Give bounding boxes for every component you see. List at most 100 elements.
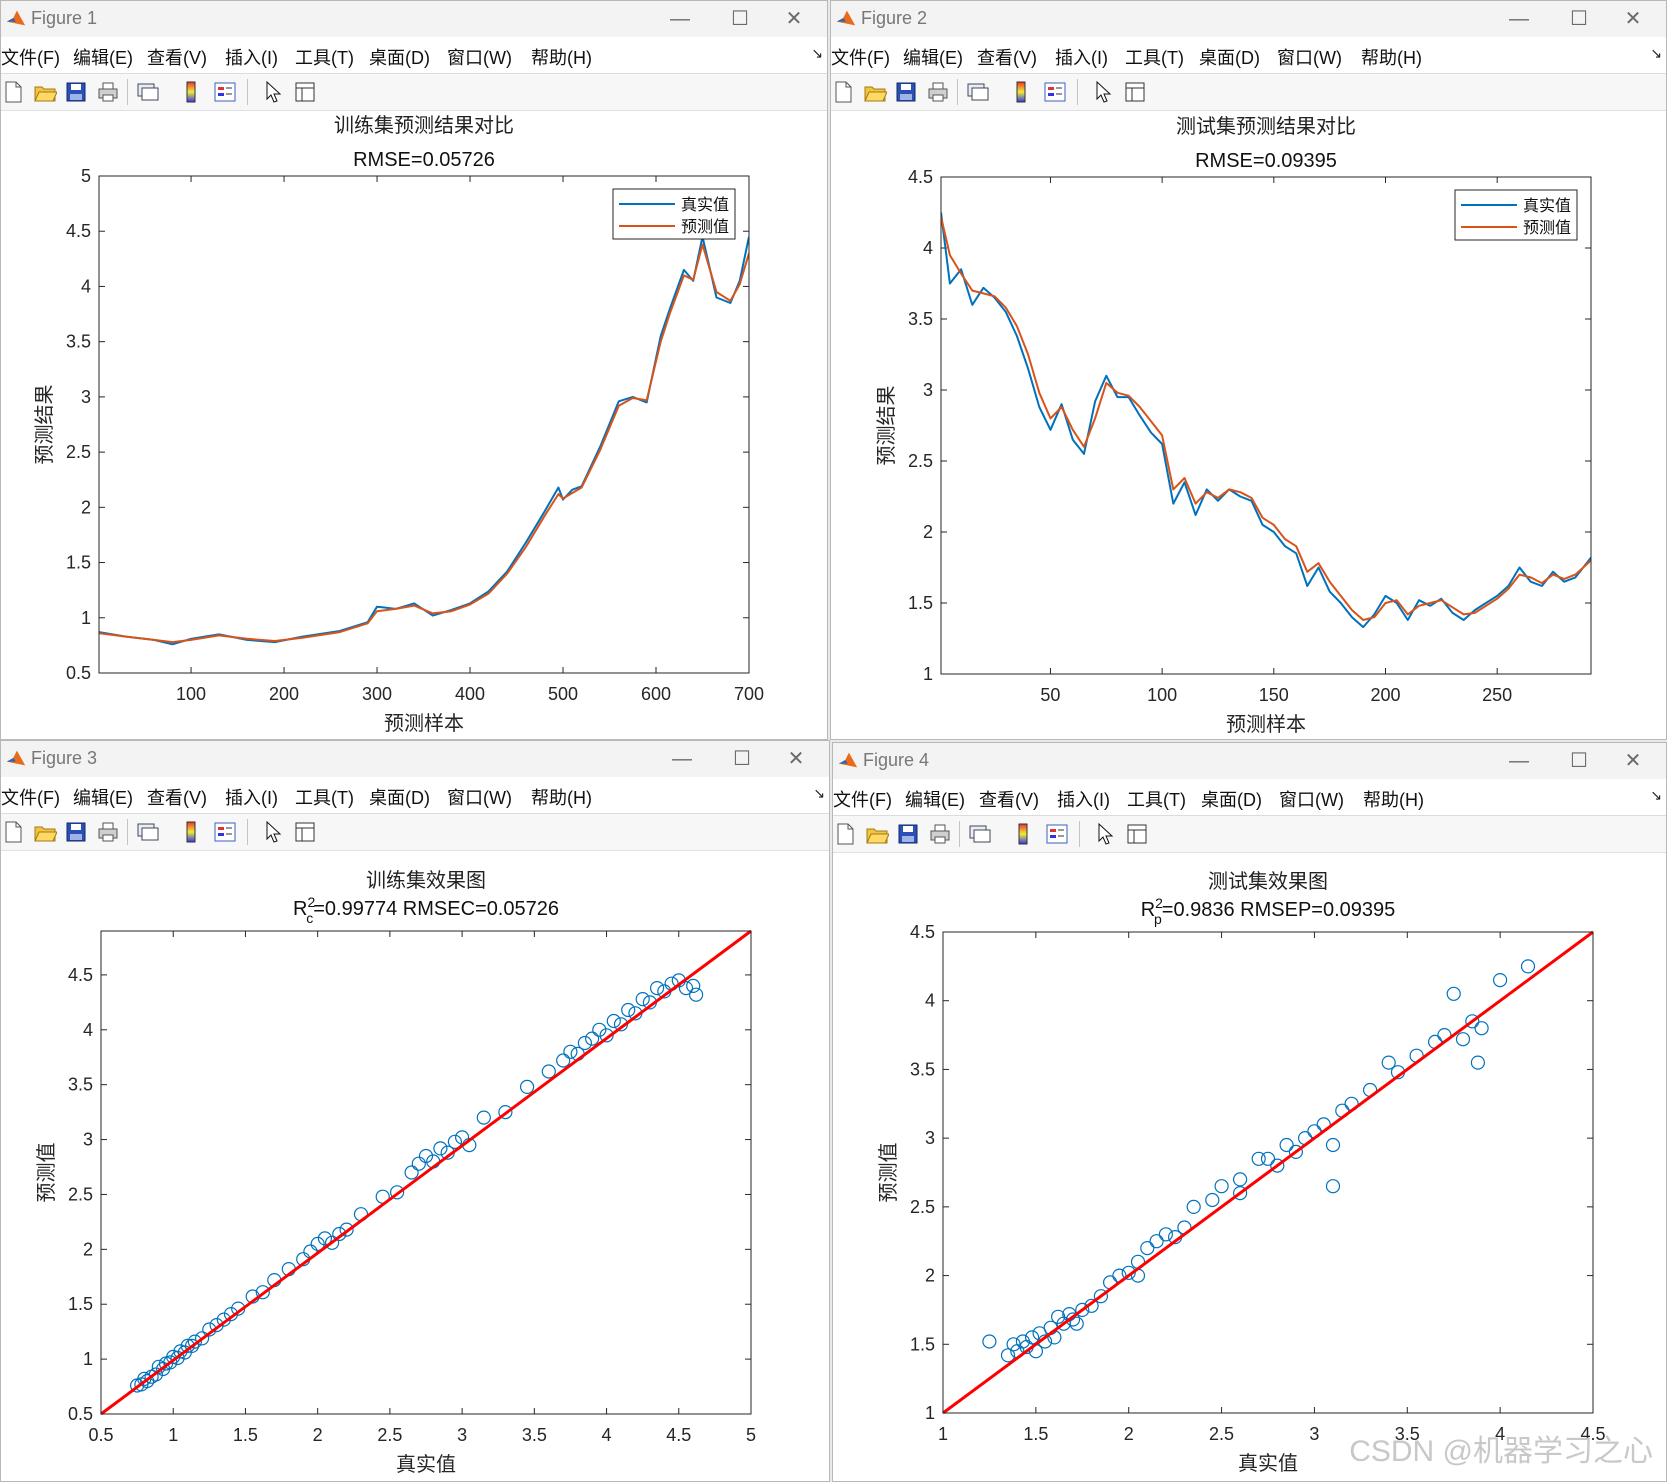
new-figure-icon[interactable] — [1, 820, 25, 844]
menu-item[interactable]: 文件(F) — [1, 788, 60, 808]
menu-item[interactable]: 工具(T) — [1127, 790, 1186, 810]
maximize-button[interactable]: ☐ — [733, 748, 751, 770]
pointer-icon[interactable] — [261, 80, 285, 104]
new-figure-icon[interactable] — [833, 822, 857, 846]
open-file-icon[interactable] — [865, 822, 889, 846]
pointer-icon[interactable] — [1093, 822, 1117, 846]
menu-item[interactable]: 帮助(H) — [531, 788, 592, 808]
menu-overflow-icon[interactable]: ↘ — [811, 45, 823, 61]
menu-overflow-icon[interactable]: ↘ — [1650, 45, 1662, 61]
new-figure-icon[interactable] — [1, 80, 25, 104]
minimize-button[interactable]: — — [672, 748, 692, 770]
menu-item[interactable]: 窗口(W) — [1277, 48, 1342, 68]
menu-item[interactable]: 插入(I) — [1055, 48, 1108, 68]
property-inspector-icon[interactable] — [293, 80, 317, 104]
y-tick-label: 4.5 — [66, 221, 91, 241]
menu-item[interactable]: 帮助(H) — [531, 48, 592, 68]
link-plot-icon[interactable] — [966, 80, 990, 104]
pointer-icon[interactable] — [1091, 80, 1115, 104]
colorbar-icon[interactable] — [1011, 822, 1035, 846]
close-button[interactable]: ✕ — [787, 748, 805, 770]
title-bar[interactable]: Figure 1 — ☐ ✕ — [1, 1, 827, 37]
menu-item[interactable]: 编辑(E) — [903, 48, 963, 68]
property-inspector-icon[interactable] — [1125, 822, 1149, 846]
y-tick-label: 2 — [923, 522, 933, 542]
menu-item[interactable]: 帮助(H) — [1363, 790, 1424, 810]
menu-item[interactable]: 插入(I) — [225, 788, 278, 808]
menu-item[interactable]: 文件(F) — [831, 48, 890, 68]
colorbar-icon[interactable] — [179, 80, 203, 104]
menu-item[interactable]: 编辑(E) — [73, 788, 133, 808]
menu-item[interactable]: 查看(V) — [147, 788, 207, 808]
save-icon[interactable] — [64, 820, 88, 844]
pointer-icon[interactable] — [261, 820, 285, 844]
open-file-icon[interactable] — [33, 80, 57, 104]
minimize-button[interactable]: — — [670, 8, 690, 30]
x-tick-label: 1.5 — [1023, 1424, 1048, 1444]
colorbar-icon[interactable] — [179, 820, 203, 844]
menu-item[interactable]: 工具(T) — [1125, 48, 1184, 68]
menu-item[interactable]: 查看(V) — [979, 790, 1039, 810]
minimize-button[interactable]: — — [1509, 8, 1529, 30]
new-figure-icon[interactable] — [831, 80, 855, 104]
menu-item[interactable]: 帮助(H) — [1361, 48, 1422, 68]
menu-item[interactable]: 查看(V) — [977, 48, 1037, 68]
menu-item[interactable]: 文件(F) — [833, 790, 892, 810]
save-icon[interactable] — [896, 822, 920, 846]
print-icon[interactable] — [926, 80, 950, 104]
menu-item[interactable]: 编辑(E) — [905, 790, 965, 810]
legend-icon[interactable] — [213, 80, 237, 104]
menu-item[interactable]: 编辑(E) — [73, 48, 133, 68]
property-inspector-icon[interactable] — [1123, 80, 1147, 104]
colorbar-icon[interactable] — [1009, 80, 1033, 104]
link-plot-icon[interactable] — [968, 822, 992, 846]
title-bar[interactable]: Figure 2 — ☐ ✕ — [831, 1, 1666, 37]
link-plot-icon[interactable] — [136, 820, 160, 844]
menu-item[interactable]: 工具(T) — [295, 48, 354, 68]
menu-item[interactable]: 窗口(W) — [447, 788, 512, 808]
menu-item[interactable]: 文件(F) — [1, 48, 60, 68]
print-icon[interactable] — [96, 80, 120, 104]
x-tick-label: 100 — [176, 684, 206, 704]
legend-icon[interactable] — [1045, 822, 1069, 846]
close-button[interactable]: ✕ — [785, 8, 803, 30]
legend-icon[interactable] — [213, 820, 237, 844]
y-tick-label: 1 — [923, 664, 933, 684]
maximize-button[interactable]: ☐ — [1570, 750, 1588, 772]
menu-item[interactable]: 插入(I) — [225, 48, 278, 68]
scatter-point — [310, 1236, 325, 1251]
menu-overflow-icon[interactable]: ↘ — [813, 785, 825, 801]
menu-item[interactable]: 查看(V) — [147, 48, 207, 68]
save-icon[interactable] — [64, 80, 88, 104]
print-icon[interactable] — [96, 820, 120, 844]
open-file-icon[interactable] — [863, 80, 887, 104]
menu-item[interactable]: 窗口(W) — [1279, 790, 1344, 810]
menu-item[interactable]: 桌面(D) — [369, 48, 430, 68]
scatter-point — [1000, 1348, 1016, 1363]
title-bar[interactable]: Figure 4 — ☐ ✕ — [833, 743, 1666, 779]
close-button[interactable]: ✕ — [1624, 750, 1642, 772]
legend-icon[interactable] — [1043, 80, 1067, 104]
menu-item[interactable]: 桌面(D) — [369, 788, 430, 808]
title-bar[interactable]: Figure 3 — ☐ ✕ — [1, 741, 829, 777]
open-file-icon[interactable] — [33, 820, 57, 844]
save-icon[interactable] — [894, 80, 918, 104]
y-tick-label: 3.5 — [66, 332, 91, 352]
menu-item[interactable]: 工具(T) — [295, 788, 354, 808]
maximize-button[interactable]: ☐ — [731, 8, 749, 30]
close-button[interactable]: ✕ — [1624, 8, 1642, 30]
minimize-button[interactable]: — — [1509, 750, 1529, 772]
menu-overflow-icon[interactable]: ↘ — [1650, 787, 1662, 803]
scatter-point — [1069, 1316, 1084, 1331]
print-icon[interactable] — [928, 822, 952, 846]
menu-item[interactable]: 窗口(W) — [447, 48, 512, 68]
menu-item[interactable]: 插入(I) — [1057, 790, 1110, 810]
scatter-point — [1520, 959, 1536, 974]
menu-item[interactable]: 桌面(D) — [1201, 790, 1262, 810]
property-inspector-icon[interactable] — [293, 820, 317, 844]
scatter-point — [1233, 1186, 1248, 1201]
link-plot-icon[interactable] — [136, 80, 160, 104]
maximize-button[interactable]: ☐ — [1570, 8, 1588, 30]
x-tick-label: 500 — [548, 684, 578, 704]
menu-item[interactable]: 桌面(D) — [1199, 48, 1260, 68]
